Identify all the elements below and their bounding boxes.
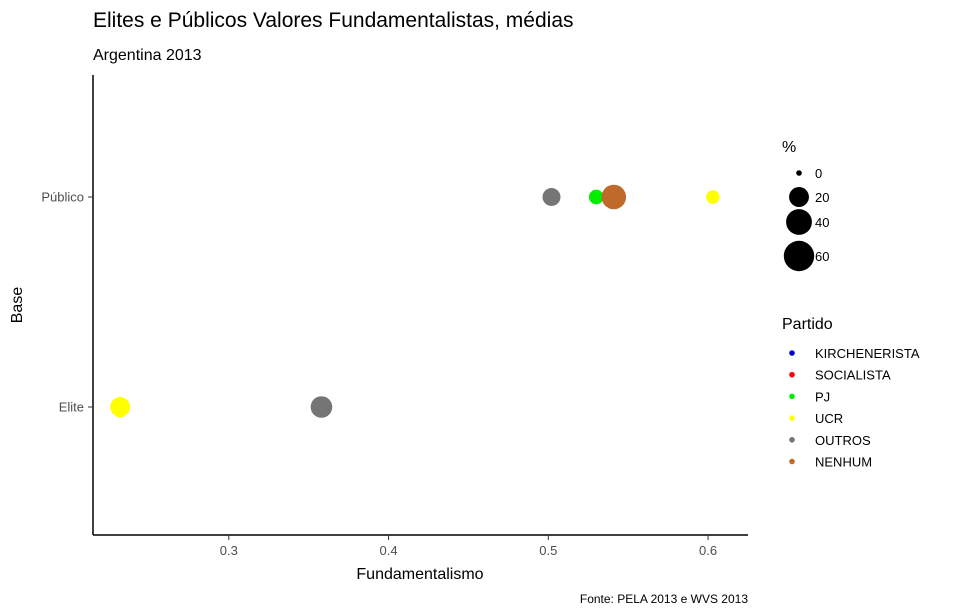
size-legend-label: 60 bbox=[815, 249, 829, 264]
data-point-nenhum-publico bbox=[601, 184, 627, 210]
color-legend-key-socialista bbox=[789, 371, 795, 378]
x-tick-label: 0.3 bbox=[220, 543, 238, 558]
data-point-pj-publico bbox=[588, 189, 604, 205]
color-legend-key-pj bbox=[789, 393, 795, 400]
y-tick-label: Elite bbox=[59, 400, 84, 415]
size-legend-key bbox=[789, 187, 809, 207]
size-legend-key bbox=[786, 209, 812, 235]
x-tick-label: 0.6 bbox=[699, 543, 717, 558]
chart-subtitle: Argentina 2013 bbox=[93, 47, 202, 64]
data-point-ucr-elite bbox=[110, 397, 131, 417]
size-legend-label: 20 bbox=[815, 190, 829, 205]
y-axis-title: Base bbox=[9, 287, 26, 324]
color-legend-title: Partido bbox=[782, 316, 833, 333]
chart-caption: Fonte: PELA 2013 e WVS 2013 bbox=[580, 592, 748, 606]
data-point-outros-publico bbox=[542, 188, 561, 206]
color-legend-key-kirchenerista bbox=[789, 350, 795, 356]
size-legend-label: 40 bbox=[815, 215, 829, 230]
y-tick-label: Público bbox=[41, 190, 84, 205]
x-tick-label: 0.5 bbox=[539, 543, 557, 558]
color-legend-label: UCR bbox=[815, 411, 843, 426]
data-point-ucr-publico bbox=[706, 190, 720, 204]
color-legend-key-outros bbox=[789, 437, 795, 443]
x-tick-label: 0.4 bbox=[380, 543, 398, 558]
color-legend-label: PJ bbox=[815, 389, 830, 404]
size-legend: 0 20 40 60 bbox=[783, 166, 829, 272]
color-legend-key-ucr bbox=[789, 415, 795, 421]
x-axis-ticks: 0.3 0.4 0.5 0.6 bbox=[220, 535, 717, 558]
data-point-outros-elite bbox=[310, 396, 333, 418]
color-legend-label: KIRCHENERISTA bbox=[815, 346, 920, 361]
size-legend-key bbox=[783, 240, 815, 272]
size-legend-title: % bbox=[782, 139, 796, 156]
plot-area bbox=[110, 184, 720, 418]
chart-title: Elites e Públicos Valores Fundamentalist… bbox=[93, 9, 574, 32]
color-legend-label: OUTROS bbox=[815, 433, 871, 448]
color-legend-label: NENHUM bbox=[815, 455, 872, 470]
x-axis-title: Fundamentalismo bbox=[356, 566, 483, 583]
y-axis-ticks: Elite Público bbox=[41, 190, 93, 415]
color-legend-label: SOCIALISTA bbox=[815, 368, 891, 383]
color-legend: KIRCHENERISTA SOCIALISTA PJ UCR OUTROS NENHUM bbox=[789, 346, 920, 470]
size-legend-key bbox=[796, 170, 802, 176]
color-legend-key-nenhum bbox=[789, 458, 795, 465]
size-legend-label: 0 bbox=[815, 166, 822, 181]
